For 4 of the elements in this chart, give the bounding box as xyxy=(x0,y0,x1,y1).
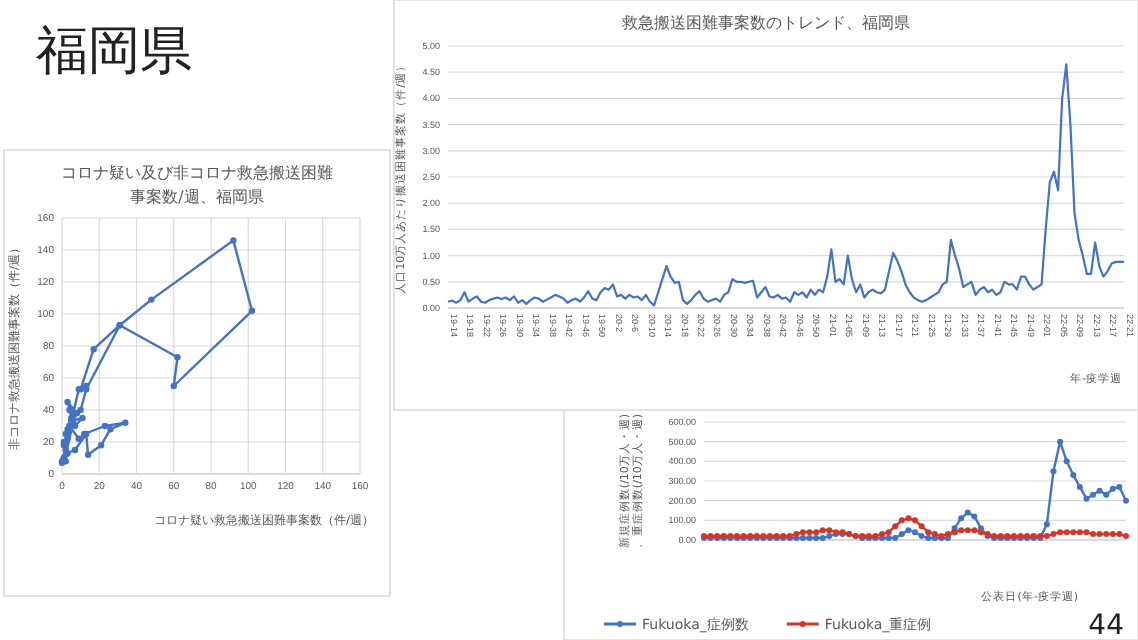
chart-title: 救急搬送困難事案数のトレンド、福岡県 xyxy=(620,14,910,32)
text: 44 xyxy=(1088,610,1125,640)
chart-title: コロナ疑い及び非コロナ救急搬送困難事案数/週、福岡県 xyxy=(61,164,333,206)
text: 福岡県 xyxy=(36,22,192,82)
